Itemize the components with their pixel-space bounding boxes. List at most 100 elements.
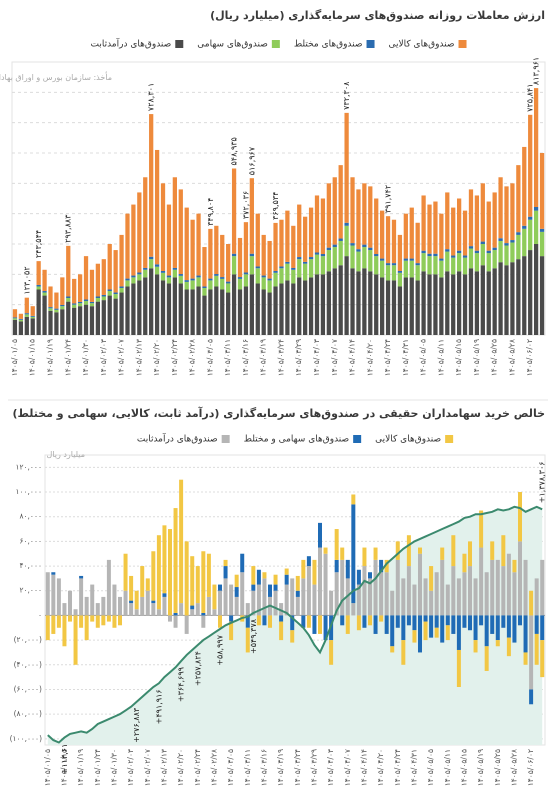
- bar: [249, 253, 254, 257]
- bar: [332, 177, 337, 245]
- bar: [429, 566, 434, 591]
- bar: [320, 198, 326, 255]
- bar: [518, 615, 522, 626]
- bar: [66, 297, 71, 302]
- bar: [166, 275, 172, 278]
- bar: [409, 258, 414, 261]
- bar: [445, 584, 450, 616]
- bar: [72, 303, 77, 305]
- x-tick-label: ۱۴۰۵/۰۴/۱۴: [348, 339, 357, 376]
- bar: [202, 286, 207, 288]
- bar: [462, 615, 467, 628]
- bar: [45, 572, 50, 616]
- source-note: مأخذ: سازمان بورس و اوراق بهادار: [0, 71, 112, 82]
- x-tick-label: ۱۴۰۵/۰۲/۰۷: [143, 749, 152, 786]
- bar: [229, 615, 234, 622]
- plot-frame: [11, 61, 546, 336]
- bar: [516, 232, 521, 235]
- bar: [391, 265, 397, 281]
- bar: [95, 297, 101, 302]
- bar: [318, 522, 322, 548]
- bar: [522, 228, 527, 257]
- bar: [480, 244, 485, 266]
- bar: [214, 274, 219, 276]
- bar: [506, 615, 511, 638]
- bar: [273, 270, 278, 273]
- bar: [284, 584, 289, 616]
- x-tick-label: ۱۴۰۵/۰۳/۱۱: [223, 339, 232, 376]
- bar: [90, 584, 95, 616]
- bar: [523, 615, 528, 653]
- bar: [179, 603, 184, 616]
- bar: [306, 556, 311, 567]
- bar: [512, 559, 517, 573]
- bar: [84, 596, 89, 616]
- bar: [172, 277, 177, 335]
- x-tick-label: ۱۴۰۵/۰۳/۰۵: [205, 339, 214, 376]
- bar: [412, 630, 417, 643]
- bar: [384, 559, 389, 573]
- bar: [456, 250, 462, 254]
- bar: [184, 281, 189, 290]
- bar: [468, 541, 472, 567]
- bar: [456, 253, 462, 272]
- x-tick-label: ۱۴۰۵/۰۲/۲۸: [209, 749, 218, 786]
- bar: [54, 308, 59, 310]
- bar: [451, 535, 456, 567]
- bar: [486, 253, 491, 272]
- bar: [374, 274, 379, 335]
- bar: [495, 640, 500, 647]
- bar: [143, 269, 148, 278]
- bar: [206, 553, 211, 597]
- bar: [518, 541, 522, 616]
- bar: [512, 615, 517, 643]
- bar: [77, 306, 83, 335]
- bar: [195, 603, 200, 616]
- bar: [166, 283, 172, 335]
- bar: [156, 535, 161, 610]
- bar: [523, 559, 528, 616]
- bar: [54, 292, 59, 309]
- bar: [245, 615, 250, 628]
- bar: [154, 266, 160, 275]
- x-tick-label: ۱۴۰۵/۰۴/۲۰: [376, 749, 385, 786]
- bar: [101, 296, 106, 301]
- bar: [285, 263, 290, 281]
- bar: [484, 615, 489, 647]
- bar: [231, 253, 237, 257]
- legend-item: صندوق‌های کالایی: [389, 40, 467, 50]
- bar: [66, 301, 71, 335]
- bar: [510, 183, 515, 241]
- bar: [468, 189, 474, 247]
- bar: [456, 578, 461, 616]
- bar: [285, 210, 290, 262]
- bar: [490, 615, 495, 634]
- bar: [418, 615, 422, 653]
- bar: [480, 241, 485, 244]
- bar: [196, 277, 201, 287]
- x-tick-label: ۱۴۰۵/۰۵/۱۹: [472, 339, 481, 376]
- legend-item: صندوق‌های درآمدثابت: [137, 433, 230, 445]
- bar: [380, 260, 385, 278]
- bar: [427, 253, 432, 257]
- bar: [429, 615, 434, 638]
- y-tick-label: ۴۰,۰۰۰: [19, 561, 42, 570]
- bar: [129, 600, 134, 604]
- bar: [190, 289, 195, 335]
- bar: [492, 268, 497, 335]
- bar: [125, 280, 130, 287]
- x-tick-label: ۱۴۰۵/۰۲/۲۴: [170, 339, 179, 376]
- bar: [390, 646, 395, 653]
- bar: [506, 553, 511, 616]
- bar: [89, 301, 95, 304]
- bar: [421, 253, 426, 272]
- legend-item: صندوق‌های کالایی: [375, 435, 454, 445]
- bar: [125, 286, 130, 335]
- total-label: ۷۲۵,۸۴۱: [526, 84, 535, 112]
- bar: [418, 547, 422, 554]
- bar: [268, 584, 272, 597]
- x-tick-label: ۱۴۰۵/۰۵/۱۱: [436, 339, 445, 376]
- bar: [178, 275, 183, 284]
- bar: [184, 615, 189, 634]
- bar: [72, 307, 77, 335]
